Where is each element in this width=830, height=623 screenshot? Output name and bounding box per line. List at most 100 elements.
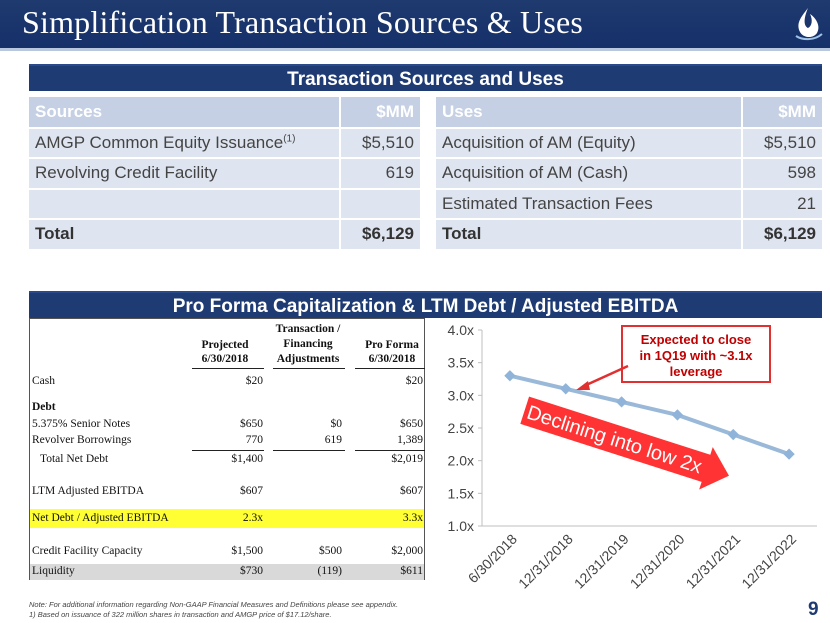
data-point — [671, 409, 684, 421]
footnote-line1: Note: For additional information regardi… — [29, 600, 399, 609]
uses-total-value: $6,129 — [741, 219, 822, 251]
callout-arrow — [583, 364, 629, 388]
row-label-liquidity: Liquidity — [32, 565, 75, 577]
row-label-ebitda: LTM Adjusted EBITDA — [32, 485, 145, 497]
col-proforma-line1: Pro Forma — [365, 339, 419, 351]
leverage-line-chart: 1.0x1.5x2.0x2.5x3.0x3.5x4.0x 6/30/201812… — [448, 322, 817, 592]
table-row: Acquisition of AM (Cash) 598 — [436, 158, 822, 190]
row-label-capacity: Credit Facility Capacity — [32, 545, 143, 557]
table-total-row: Total $6,129 — [436, 219, 822, 251]
table-header-row: Uses $MM — [436, 97, 822, 129]
table-row: Estimated Transaction Fees 21 — [436, 188, 822, 220]
sources-table: Sources $MM AMGP Common Equity Issuance(… — [29, 97, 420, 251]
table-row: AMGP Common Equity Issuance(1) $5,510 — [29, 127, 420, 159]
y-tick-label: 3.0x — [448, 387, 474, 403]
sources-row-value — [339, 188, 420, 220]
capitalization-header: Pro Forma Capitalization & LTM Debt / Ad… — [29, 291, 822, 318]
page-number: 9 — [808, 599, 819, 620]
leverage-projected: 2.3x — [242, 512, 263, 524]
notes-adj: $0 — [330, 418, 343, 430]
flame-logo-icon — [795, 8, 823, 41]
declining-arrow-shape — [518, 394, 732, 493]
uses-col-value: $MM — [741, 97, 822, 129]
callout-line1: Expected to close — [641, 332, 752, 347]
header-underline — [192, 368, 264, 369]
revolver-projected: 770 — [245, 434, 263, 446]
uses-total-label: Total — [436, 219, 742, 251]
callout-line3: leverage — [670, 364, 723, 379]
table-header-row: Sources $MM — [29, 97, 420, 129]
capacity-projected: $1,500 — [231, 545, 263, 557]
y-tick-label: 1.0x — [448, 518, 474, 534]
sources-total-value: $6,129 — [339, 219, 420, 251]
liquidity-adj: (119) — [317, 565, 342, 577]
header-underline — [355, 368, 425, 369]
sources-row-label: Revolving Credit Facility — [29, 158, 340, 190]
sources-row-value: 619 — [339, 158, 420, 190]
declining-arrow: Declining into low 2x — [518, 394, 732, 493]
capacity-proforma: $2,000 — [391, 545, 423, 557]
row-label-cash: Cash — [32, 375, 55, 387]
y-tick-label: 2.0x — [448, 453, 474, 469]
data-point — [615, 396, 628, 408]
table-row: Acquisition of AM (Equity) $5,510 — [436, 127, 822, 159]
row-label-debt: Debt — [32, 401, 56, 413]
data-point — [727, 428, 739, 441]
row-label-leverage: Net Debt / Adjusted EBITDA — [32, 512, 169, 524]
uses-row-label: Acquisition of AM (Equity) — [436, 127, 742, 159]
row-label-revolver: Revolver Borrowings — [32, 434, 132, 446]
total-debt-projected: $1,400 — [231, 453, 263, 465]
col-transaction-line3: Adjustments — [276, 353, 340, 365]
col-transaction-line1: Transaction / — [275, 323, 341, 335]
callout-line2: in 1Q19 with ~3.1x — [639, 348, 753, 363]
callout-box — [621, 325, 771, 383]
x-axis: 6/30/201812/31/201812/31/201912/31/20201… — [465, 525, 817, 592]
sources-col-label: Sources — [29, 97, 340, 129]
sources-uses-header: Transaction Sources and Uses — [29, 64, 822, 91]
uses-row-value: $5,510 — [741, 127, 822, 159]
title-bar: Simplification Transaction Sources & Use… — [0, 0, 830, 48]
callout: Expected to close in 1Q19 with ~3.1x lev… — [576, 325, 771, 390]
liquidity-row-shading — [30, 564, 424, 580]
x-tick-label: 12/31/2022 — [738, 531, 799, 592]
data-point — [783, 448, 795, 460]
y-axis: 1.0x 1.5x 2.0x 2.5x 3.0x 3.5x 4.0x — [448, 322, 483, 534]
row-label-total-debt: Total Net Debt — [40, 453, 109, 465]
sources-row-value: $5,510 — [339, 127, 420, 159]
y-tick-label: 1.5x — [448, 485, 474, 501]
uses-row-label: Acquisition of AM (Cash) — [436, 158, 742, 190]
x-tick-label: 12/31/2019 — [571, 531, 632, 592]
col-transaction-line2: Financing — [283, 338, 333, 350]
revolver-adj: 619 — [324, 434, 342, 446]
liquidity-projected: $730 — [240, 565, 263, 577]
notes-proforma: $650 — [400, 418, 423, 430]
table-row: Revolving Credit Facility 619 — [29, 158, 420, 190]
y-tick-label: 4.0x — [448, 322, 474, 338]
y-tick-label: 2.5x — [448, 420, 474, 436]
col-projected-line2: 6/30/2018 — [201, 353, 249, 365]
header-underline — [273, 368, 345, 369]
uses-table: Uses $MM Acquisition of AM (Equity) $5,5… — [436, 97, 822, 251]
page-title: Simplification Transaction Sources & Use… — [22, 4, 584, 40]
x-tick-label: 6/30/2018 — [465, 531, 521, 587]
leverage-highlight — [30, 509, 424, 528]
table-row — [29, 188, 420, 220]
total-debt-proforma: $2,019 — [391, 453, 423, 465]
footnote-line2: 1) Based on issuance of 322 million shar… — [29, 610, 332, 619]
capitalization-table: Projected 6/30/2018 Transaction / Financ… — [29, 318, 425, 580]
uses-row-value: 21 — [741, 188, 822, 220]
uses-col-label: Uses — [436, 97, 742, 129]
leverage-proforma: 3.3x — [402, 512, 423, 524]
sources-total-label: Total — [29, 219, 340, 251]
subtotal-underline — [355, 450, 425, 451]
ebitda-proforma: $607 — [400, 485, 423, 497]
sources-row-label — [29, 188, 340, 220]
cash-proforma: $20 — [405, 375, 423, 387]
data-point — [560, 383, 572, 395]
revolver-proforma: 1,389 — [397, 434, 423, 446]
subtotal-underline — [273, 450, 345, 451]
col-projected-line1: Projected — [201, 339, 249, 351]
x-tick-label: 12/31/2020 — [627, 531, 688, 592]
capacity-adj: $500 — [319, 545, 342, 557]
table-total-row: Total $6,129 — [29, 219, 420, 251]
